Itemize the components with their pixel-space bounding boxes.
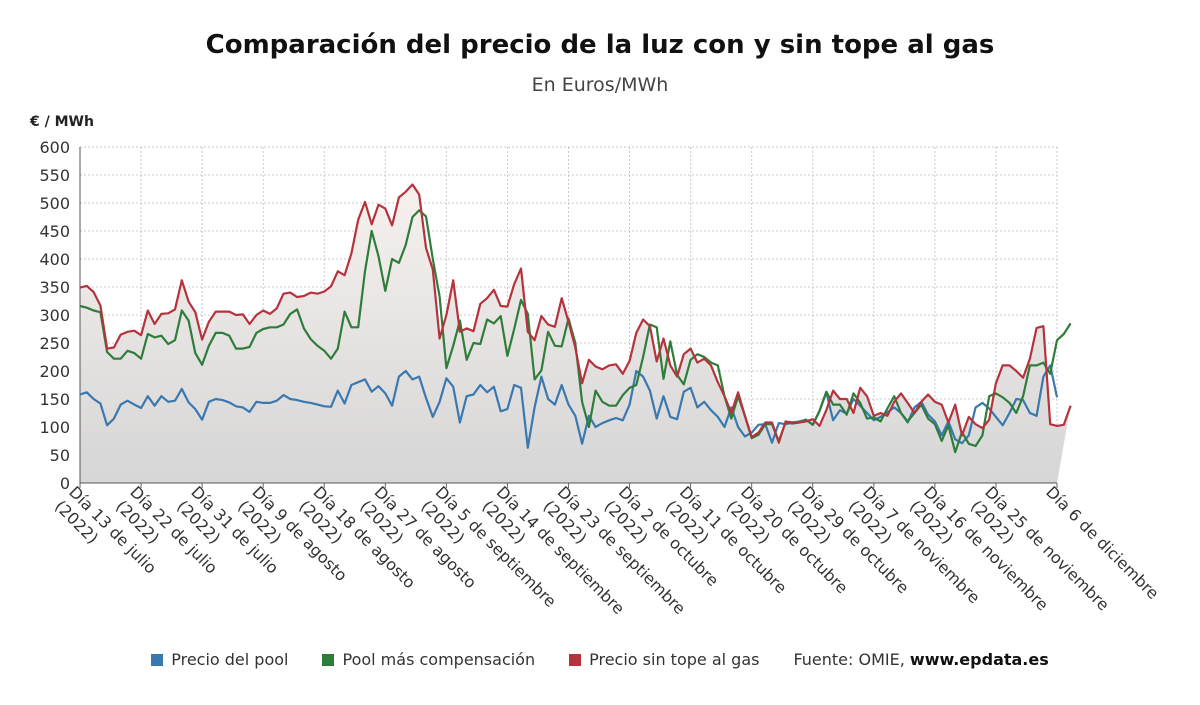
- y-tick-label: 100: [39, 418, 70, 437]
- y-tick-label: 0: [60, 474, 70, 493]
- legend-label-pool: Precio del pool: [171, 650, 289, 669]
- line-chart: 0 50 100 150 200 250 300 350 400 450 500 550 600 Día…: [39, 138, 1163, 618]
- source-prefix: Fuente: OMIE,: [793, 650, 910, 669]
- axes: [79, 147, 1058, 488]
- y-tick-label: 600: [39, 138, 70, 157]
- legend-label-no-cap: Precio sin tope al gas: [589, 650, 760, 669]
- legend-label-compensation: Pool más compensación: [342, 650, 536, 669]
- series-line-pool: [79, 364, 1059, 449]
- y-tick-label: 500: [39, 194, 70, 213]
- legend: Precio del pool Pool más compensación Pr…: [0, 650, 1200, 669]
- y-tick-label: 450: [39, 222, 70, 241]
- y-tick-label: 200: [39, 362, 70, 381]
- x-tick-labels: Día 13 de julio(2022) Día 22 de julio(202…: [51, 482, 1163, 618]
- source-note: Fuente: OMIE, www.epdata.es: [793, 650, 1048, 669]
- y-axis-unit: € / MWh: [30, 114, 94, 130]
- y-tick-label: 350: [39, 278, 70, 297]
- legend-item-pool[interactable]: Precio del pool: [151, 650, 288, 669]
- series-line-compensation: [79, 209, 1072, 454]
- series-lines: [79, 183, 1072, 454]
- chart-title: Comparación del precio de la luz con y s…: [205, 30, 995, 60]
- area-shade: [80, 184, 1071, 483]
- y-tick-label: 400: [39, 250, 70, 269]
- y-tick-label: 150: [39, 390, 70, 409]
- x-tick-label: Día 6 de diciembre: [1042, 482, 1163, 603]
- source-site[interactable]: www.epdata.es: [909, 650, 1049, 669]
- y-tick-label: 550: [39, 166, 70, 185]
- legend-swatch-pool: [151, 653, 164, 666]
- y-tick-labels: 0 50 100 150 200 250 300 350 400 450 500 550 600: [39, 138, 70, 493]
- y-tick-label: 50: [50, 446, 70, 465]
- area-fill: [80, 184, 1071, 483]
- y-tick-label: 250: [39, 334, 70, 353]
- y-tick-label: 300: [39, 306, 70, 325]
- legend-swatch-compensation: [322, 653, 335, 666]
- chart-subtitle: En Euros/MWh: [531, 74, 669, 96]
- legend-item-compensation[interactable]: Pool más compensación: [322, 650, 535, 669]
- legend-swatch-no-cap: [569, 653, 582, 666]
- legend-item-no-cap[interactable]: Precio sin tope al gas: [569, 650, 759, 669]
- series-line-no-cap: [79, 183, 1072, 444]
